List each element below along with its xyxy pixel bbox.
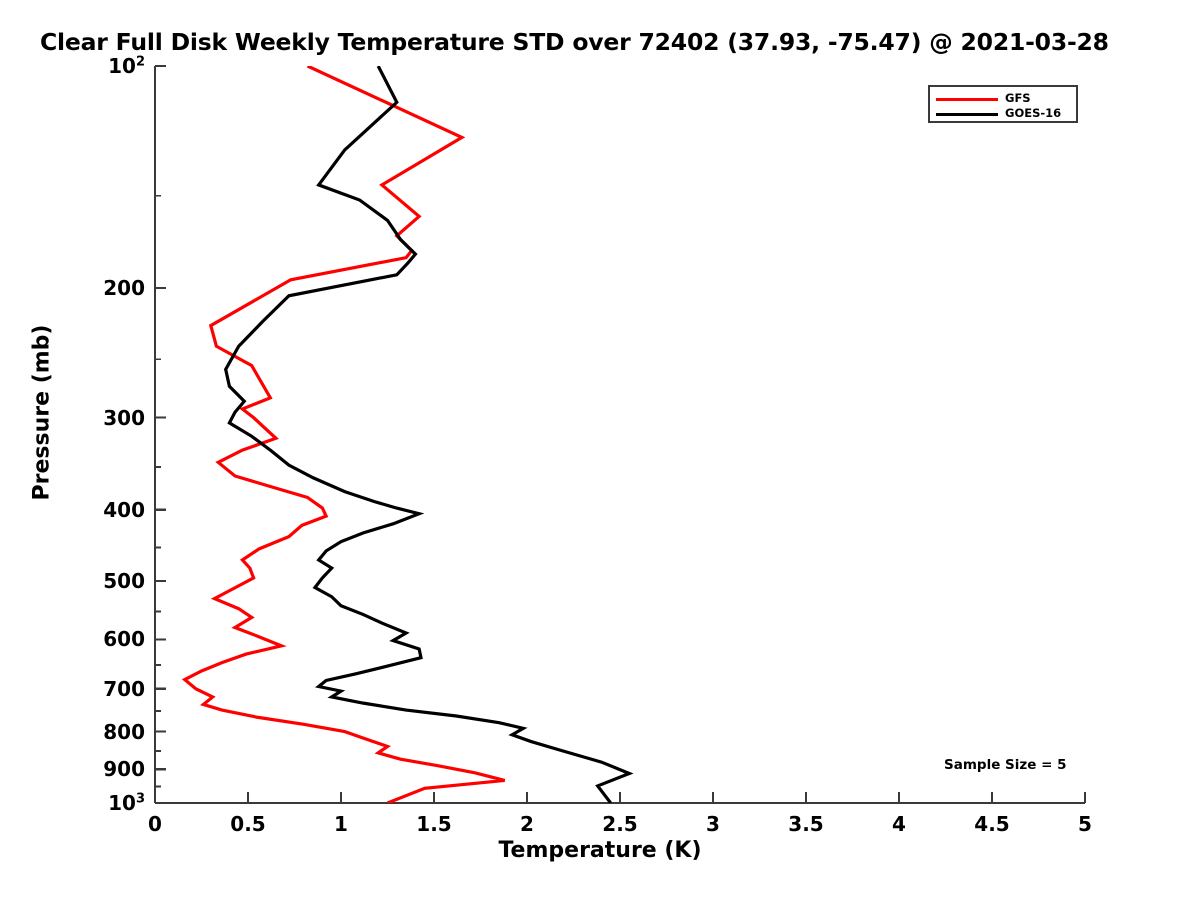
series-line-goes-16 [223,66,634,803]
legend: GFS GOES-16 [928,85,1078,123]
y-tick-label: 200 [103,275,145,300]
x-tick-label: 2 [520,812,534,836]
x-axis-label: Temperature (K) [498,838,702,863]
x-tick-label: 3 [706,812,720,836]
y-axis-label: Pressure (mb) [29,324,55,501]
x-tick-label: 1 [334,812,348,836]
y-tick-label: 400 [103,497,145,522]
x-tick-label: 1.5 [416,812,452,836]
y-tick-label: 500 [103,569,145,594]
y-tick-label: 700 [103,676,145,701]
y-tick-label: 800 [103,719,145,744]
y-tick-label: 600 [103,627,145,652]
legend-swatch-icon [936,112,998,116]
page-title: Clear Full Disk Weekly Temperature STD o… [40,28,1109,56]
series-line-gfs [181,66,506,803]
sample-size-annotation: Sample Size = 5 [944,757,1067,773]
legend-label: GFS [1005,91,1031,106]
y-tick-label: 900 [103,757,145,782]
x-tick-label: 2.5 [602,812,638,836]
x-tick-label: 4 [892,812,906,836]
y-tick-label: 103 [108,791,145,815]
x-tick-label: 3.5 [788,812,824,836]
legend-swatch-icon [936,97,998,101]
y-tick-label: 102 [108,54,145,78]
legend-label: GOES-16 [1005,106,1062,121]
x-tick-label: 0 [148,812,162,836]
legend-item-gfs[interactable]: GFS [936,92,1070,106]
x-tick-label: 0.5 [230,812,266,836]
y-tick-label: 300 [103,405,145,430]
axes [153,64,1087,805]
x-tick-label: 4.5 [974,812,1010,836]
legend-item-goes-16[interactable]: GOES-16 [936,107,1070,121]
data-series [181,66,634,803]
x-tick-label: 5 [1078,812,1092,836]
